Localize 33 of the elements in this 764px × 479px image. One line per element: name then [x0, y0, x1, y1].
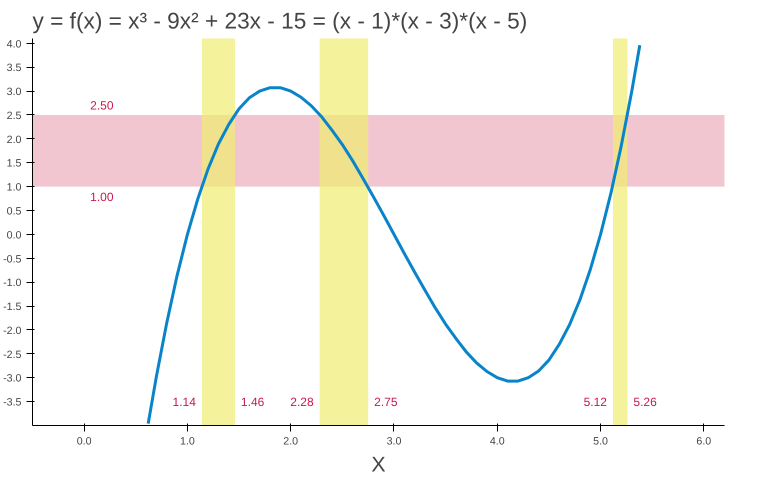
chart-title: y = f(x) = x³ - 9x² + 23x - 15 = (x - 1)*(x - 3)*(x - 5) [32, 8, 528, 34]
y-tick-label: -2.5 [3, 348, 22, 361]
y-tick-label: -0.5 [3, 253, 22, 266]
annotation: 1.46 [240, 395, 265, 410]
y-tick-label: 4.0 [6, 38, 22, 50]
x-tick-label: 2.0 [283, 436, 298, 448]
y-tick-label: -1.5 [3, 301, 22, 314]
annotation: 1.14 [172, 395, 196, 410]
y-tick-label: -3.5 [3, 396, 22, 409]
annotation: 2.75 [374, 395, 398, 410]
y-tick-label: -3.0 [3, 372, 22, 385]
y-tick-label: 1.5 [6, 158, 22, 170]
y-tick-label: 3.0 [6, 86, 22, 98]
y-tick-label: 2.0 [6, 134, 22, 146]
y-tick-label: 0.5 [6, 206, 22, 218]
x-tick-label: 5.0 [593, 436, 608, 448]
y-tick-label: 0.0 [6, 229, 22, 242]
annotation: 2.50 [90, 98, 114, 112]
y-tick-label: 2.5 [6, 110, 22, 122]
y-tick-label: -2.0 [3, 324, 22, 337]
y-tick-label: 3.5 [6, 62, 22, 74]
x-tick-label: 6.0 [696, 436, 712, 448]
y-tick-label: -1.0 [3, 277, 22, 290]
annotation: 5.12 [584, 395, 608, 410]
annotation: 2.28 [290, 395, 314, 410]
x-axis-title: X [371, 452, 386, 476]
x-tick-label: 3.0 [386, 436, 402, 448]
y-tick-label: 1.0 [6, 182, 22, 194]
x-tick-label: 4.0 [490, 436, 505, 448]
x-tick-label: 0.0 [76, 436, 92, 448]
annotation: 5.26 [633, 395, 658, 410]
x-tick-label: 1.0 [180, 436, 195, 448]
annotation: 1.00 [90, 190, 114, 204]
